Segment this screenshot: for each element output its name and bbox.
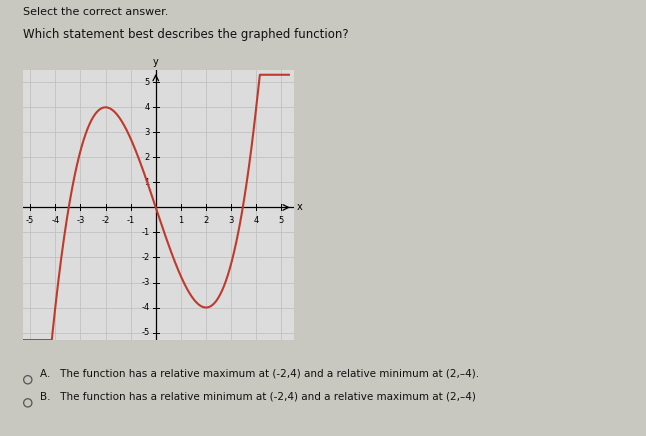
Text: 1: 1 [144, 178, 149, 187]
Text: 5: 5 [278, 216, 284, 225]
Text: 4: 4 [254, 216, 259, 225]
Text: 3: 3 [229, 216, 234, 225]
Text: y: y [153, 57, 159, 67]
Text: -1: -1 [127, 216, 135, 225]
Text: -5: -5 [141, 328, 149, 337]
Text: B.   The function has a relative minimum at (-2,4) and a relative maximum at (2,: B. The function has a relative minimum a… [40, 392, 476, 402]
Text: -1: -1 [141, 228, 149, 237]
Text: -4: -4 [141, 303, 149, 312]
Text: -2: -2 [141, 253, 149, 262]
Text: x: x [297, 202, 302, 212]
Text: Select the correct answer.: Select the correct answer. [23, 7, 168, 17]
Text: 1: 1 [178, 216, 183, 225]
Text: 3: 3 [144, 128, 149, 137]
Text: -2: -2 [101, 216, 110, 225]
Text: -5: -5 [26, 216, 34, 225]
Text: -3: -3 [141, 278, 149, 287]
Text: -3: -3 [76, 216, 85, 225]
Text: 5: 5 [144, 78, 149, 87]
Text: Which statement best describes the graphed function?: Which statement best describes the graph… [23, 28, 348, 41]
Text: A.   The function has a relative maximum at (-2,4) and a relative minimum at (2,: A. The function has a relative maximum a… [40, 368, 479, 378]
Text: 2: 2 [203, 216, 209, 225]
Text: -4: -4 [51, 216, 59, 225]
Text: 4: 4 [144, 103, 149, 112]
Text: 2: 2 [144, 153, 149, 162]
